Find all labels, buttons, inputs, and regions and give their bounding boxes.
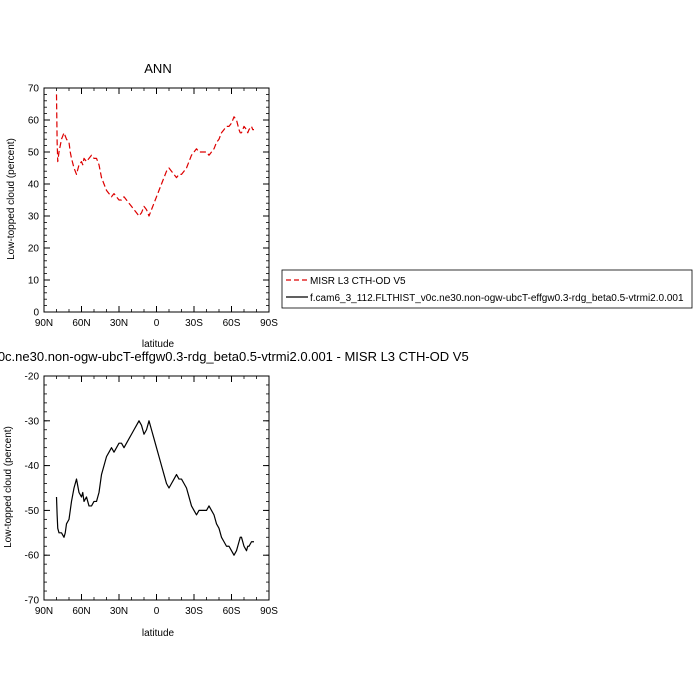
top-x-tick-label: 0 xyxy=(154,318,160,329)
top-chart-ylabel: Low-topped cloud (percent) xyxy=(6,138,17,260)
top-x-tick-label: 90S xyxy=(260,318,278,329)
top-x-tick-label: 30S xyxy=(185,318,203,329)
bottom-x-tick-label: 60N xyxy=(72,606,90,617)
legend-label-misr: MISR L3 CTH-OD V5 xyxy=(310,276,406,287)
top-plot-frame xyxy=(43,87,270,313)
top-y-tick-label: 70 xyxy=(28,84,40,95)
bottom-x-tick-label: 30N xyxy=(110,606,128,617)
bottom-x-tick-label: 60S xyxy=(223,606,241,617)
top-chart: ANN 90N 60N 30N 0 30S 60S 90S 0 10 20 30 40 50 60 70 l… xyxy=(6,61,278,350)
bottom-y-tick-label: -70 xyxy=(25,596,40,607)
bottom-x-tick-label: 0 xyxy=(154,606,160,617)
top-series-line-0 xyxy=(55,94,254,217)
bottom-chart-axes: 90N 60N 30N 0 30S 60S 90S -70 -60 -50 -40 -30 -20 xyxy=(25,372,279,618)
bottom-y-tick-label: -60 xyxy=(25,551,40,562)
bottom-x-tick-label: 90S xyxy=(260,606,278,617)
bottom-y-tick-label: -50 xyxy=(25,506,40,517)
top-y-tick-label: 60 xyxy=(28,116,40,127)
bottom-chart-series xyxy=(55,420,254,556)
top-y-tick-label: 30 xyxy=(28,212,40,223)
top-chart-axes: 90N 60N 30N 0 30S 60S 90S 0 10 20 30 40 50 60 70 xyxy=(28,84,278,330)
bottom-y-tick-label: -30 xyxy=(25,416,40,427)
top-chart-xlabel: latitude xyxy=(142,339,175,350)
legend: MISR L3 CTH-OD V5 f.cam6_3_112.FLTHIST_v… xyxy=(281,269,693,309)
top-x-tick-label: 30N xyxy=(110,318,128,329)
bottom-chart: f.cam6_3_112.FLTHIST_v0c.ne30.non-ogw-ub… xyxy=(0,349,469,639)
bottom-x-tick-label: 90N xyxy=(35,606,53,617)
legend-box xyxy=(281,269,693,309)
bottom-chart-ylabel: Low-topped cloud (percent) xyxy=(3,426,14,548)
bottom-series-line-0 xyxy=(55,420,254,556)
top-y-tick-label: 0 xyxy=(33,308,39,319)
bottom-x-tick-label: 30S xyxy=(185,606,203,617)
top-chart-series xyxy=(55,94,254,217)
top-y-tick-label: 40 xyxy=(28,180,40,191)
legend-label-model: f.cam6_3_112.FLTHIST_v0c.ne30.non-ogw-ub… xyxy=(310,293,684,304)
bottom-y-tick-label: -40 xyxy=(25,461,40,472)
top-chart-title: ANN xyxy=(144,61,171,76)
top-x-tick-label: 60S xyxy=(223,318,241,329)
top-x-tick-label: 90N xyxy=(35,318,53,329)
bottom-chart-xlabel: latitude xyxy=(142,628,175,639)
top-y-tick-label: 10 xyxy=(28,276,40,287)
top-y-tick-label: 20 xyxy=(28,244,40,255)
top-x-tick-label: 60N xyxy=(72,318,90,329)
bottom-chart-title: f.cam6_3_112.FLTHIST_v0c.ne30.non-ogw-ub… xyxy=(0,349,469,364)
bottom-y-tick-label: -20 xyxy=(25,372,40,383)
top-y-tick-label: 50 xyxy=(28,148,40,159)
